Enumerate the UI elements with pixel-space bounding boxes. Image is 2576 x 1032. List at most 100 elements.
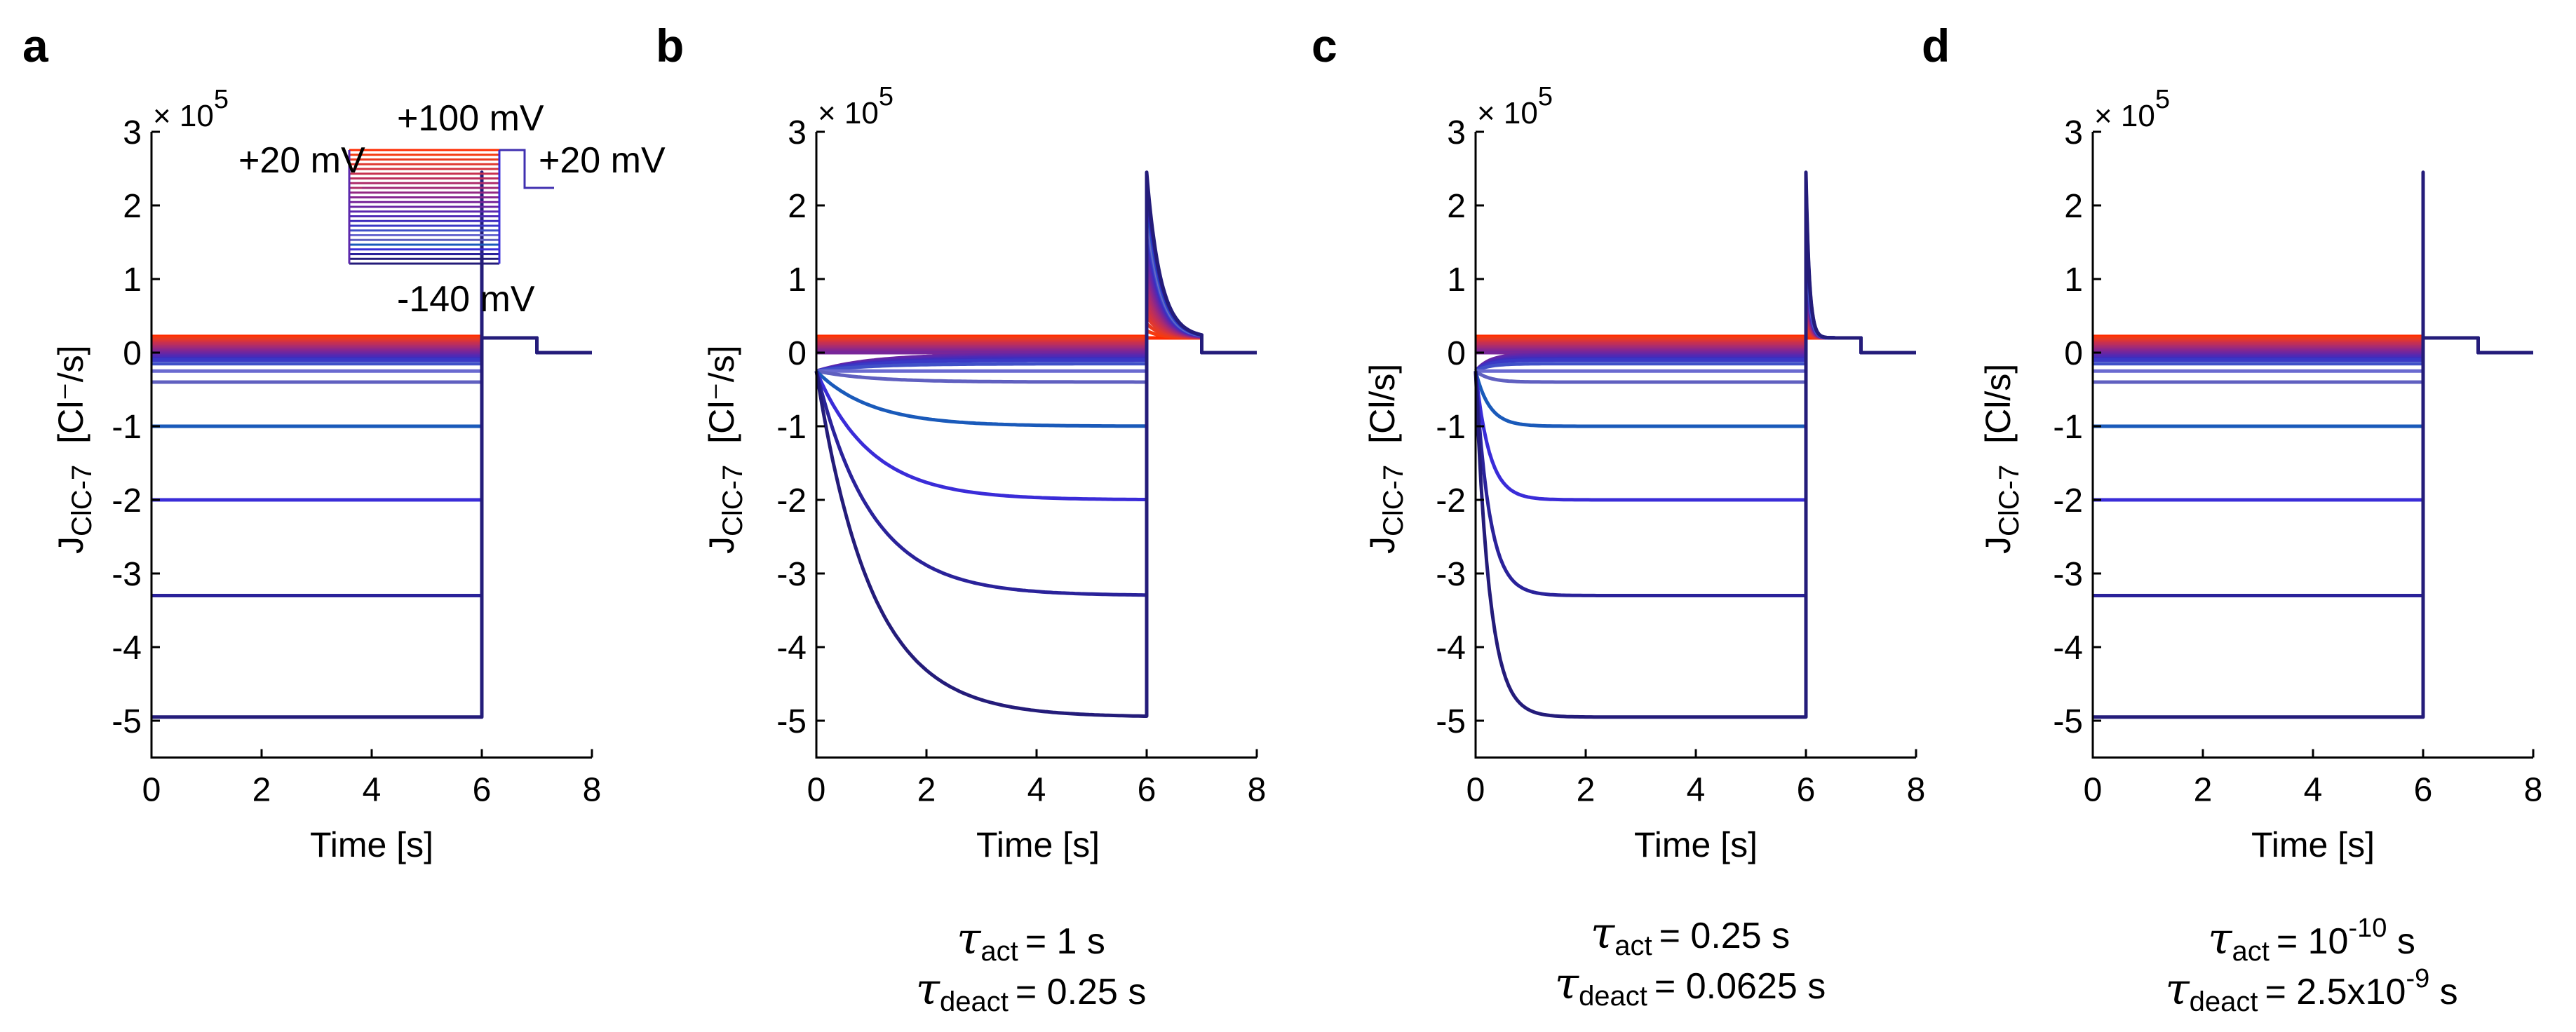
y-tick-label: 1 <box>123 262 142 299</box>
panel-d-y-multiplier: × 105 <box>2094 85 2170 133</box>
x-tick-label: 8 <box>1248 772 1267 809</box>
y-tick-label: -3 <box>112 556 142 593</box>
trace-series-7 <box>816 292 1257 355</box>
x-tick-label: 8 <box>1907 772 1926 809</box>
panel-c: c -5 -4 -3 -2 -1 0 1 2 3 0 2 4 6 8 × 105 Time [s] JCl… <box>1311 20 1925 1012</box>
x-tick-label: 8 <box>583 772 602 809</box>
y-tick-label: -1 <box>1436 409 1466 446</box>
y-tick-label: -4 <box>1436 630 1466 667</box>
y-tick-label: 1 <box>1447 262 1466 299</box>
trace-series-13 <box>1474 250 1916 372</box>
y-tick-label: 0 <box>2064 335 2083 372</box>
trace-series-23 <box>151 336 592 597</box>
trace-series-23 <box>814 177 1257 597</box>
trace-series-7 <box>1476 292 1916 355</box>
panel-d-y-label: JClC-7[Cl/s] <box>1978 364 2025 554</box>
inset-top-label: +100 mV <box>397 98 544 139</box>
y-tick-label: -4 <box>2053 630 2083 667</box>
y-tick-label: 2 <box>788 188 807 225</box>
panel-a-y-label: JClC-7[Cl⁻/s] <box>51 345 97 554</box>
x-tick-label: 8 <box>2524 772 2543 809</box>
panel-c-y-multiplier: × 105 <box>1477 82 1553 130</box>
panel-b-y-label: JClC-7[Cl⁻/s] <box>702 345 748 554</box>
inset-post-label: +20 mV <box>539 140 666 181</box>
y-tick-label: -4 <box>112 630 142 667</box>
y-tick-label: -5 <box>112 703 142 740</box>
trace-series-23 <box>1474 177 1916 597</box>
y-tick-label: 0 <box>123 335 142 372</box>
panel-d-traces <box>2093 170 2533 719</box>
x-tick-label: 4 <box>363 772 382 809</box>
y-tick-label: 0 <box>788 335 807 372</box>
y-tick-label: 2 <box>2064 188 2083 225</box>
y-tick-label: -1 <box>776 409 807 446</box>
panel-b-y-multiplier: × 105 <box>818 82 893 130</box>
panel-b-tau-act: τact = 1 s <box>957 913 1105 967</box>
panel-a: a -5 -4 -3 -2 -1 0 1 2 3 0 2 4 6 8 × 105 Time [s] JCl… <box>22 20 666 864</box>
y-tick-label: -1 <box>2053 409 2083 446</box>
y-tick-label: 2 <box>123 188 142 225</box>
voltage-protocol-inset <box>348 149 554 265</box>
inset-outline <box>499 149 554 189</box>
y-tick-label: 1 <box>2064 262 2083 299</box>
panel-c-x-label: Time [s] <box>1634 825 1758 864</box>
panel-b-axes: -5 -4 -3 -2 -1 0 1 2 3 0 2 4 6 8 <box>776 114 1266 809</box>
panel-b-traces <box>814 170 1257 718</box>
y-tick-label: -2 <box>776 482 807 520</box>
panel-c-tau-deact: τdeact = 0.0625 s <box>1555 958 1826 1012</box>
panel-letter-d: d <box>1922 20 1950 72</box>
x-tick-label: 4 <box>2304 772 2323 809</box>
panel-c-traces <box>1474 170 1916 719</box>
panel-a-axes: -5 -4 -3 -2 -1 0 1 2 3 0 2 4 6 8 <box>112 114 601 809</box>
y-tick-label: 1 <box>788 262 807 299</box>
y-tick-label: -2 <box>112 482 142 520</box>
panel-letter-a: a <box>22 20 49 72</box>
trace-series-23 <box>2093 336 2533 597</box>
panel-b-x-label: Time [s] <box>976 825 1100 864</box>
inset-bottom-label: -140 mV <box>397 279 535 320</box>
trace-series-24 <box>151 170 592 719</box>
y-tick-label: 3 <box>1447 114 1466 151</box>
trace-series-21 <box>815 192 1257 428</box>
panel-a-y-multiplier: × 105 <box>153 85 229 133</box>
panel-b-tau-deact: τdeact = 0.25 s <box>916 963 1147 1017</box>
y-tick-label: 3 <box>123 114 142 151</box>
y-tick-label: -3 <box>776 556 807 593</box>
y-tick-label: 3 <box>2064 114 2083 151</box>
y-tick-label: -3 <box>1436 556 1466 593</box>
y-tick-label: -5 <box>2053 703 2083 740</box>
x-tick-label: 6 <box>473 772 492 809</box>
y-tick-label: -2 <box>2053 482 2083 520</box>
panel-c-y-label: JClC-7[Cl/s] <box>1363 364 1409 554</box>
x-tick-label: 0 <box>807 772 826 809</box>
x-tick-label: 4 <box>1687 772 1706 809</box>
y-tick-label: -1 <box>112 409 142 446</box>
x-tick-label: 2 <box>2194 772 2213 809</box>
panel-c-tau-act: τact = 0.25 s <box>1591 907 1790 961</box>
panel-d-tau-act: τact = 10-10 s <box>2208 913 2415 967</box>
panel-c-axes: -5 -4 -3 -2 -1 0 1 2 3 0 2 4 6 8 <box>1436 114 1925 809</box>
panel-a-x-label: Time [s] <box>310 825 433 864</box>
trace-series-21 <box>1474 192 1916 428</box>
panel-d-tau-deact: τdeact = 2.5x10-9 s <box>2165 963 2457 1017</box>
x-tick-label: 0 <box>2084 772 2103 809</box>
panel-b: b -5 -4 -3 -2 -1 0 1 2 3 0 2 4 6 8 × 105 Time [s] JCl… <box>656 20 1266 1017</box>
y-tick-label: -3 <box>2053 556 2083 593</box>
panel-letter-c: c <box>1311 20 1337 72</box>
panel-d-axes: -5 -4 -3 -2 -1 0 1 2 3 0 2 4 6 8 <box>2053 114 2542 809</box>
y-tick-label: -5 <box>1436 703 1466 740</box>
axis-lines <box>1474 132 1916 759</box>
x-tick-label: 2 <box>917 772 936 809</box>
trace-series-24 <box>1474 170 1916 719</box>
panel-d-x-label: Time [s] <box>2251 825 2375 864</box>
panel-d: d -5 -4 -3 -2 -1 0 1 2 3 0 2 4 6 8 × 105 Time [s] JCl… <box>1922 20 2542 1017</box>
x-tick-label: 6 <box>1797 772 1816 809</box>
axis-lines <box>815 132 1257 759</box>
axis-lines <box>2091 132 2533 759</box>
y-tick-label: -2 <box>1436 482 1466 520</box>
panel-letter-b: b <box>656 20 684 72</box>
y-tick-label: -5 <box>776 703 807 740</box>
x-tick-label: 0 <box>142 772 161 809</box>
trace-series-24 <box>2093 170 2533 719</box>
